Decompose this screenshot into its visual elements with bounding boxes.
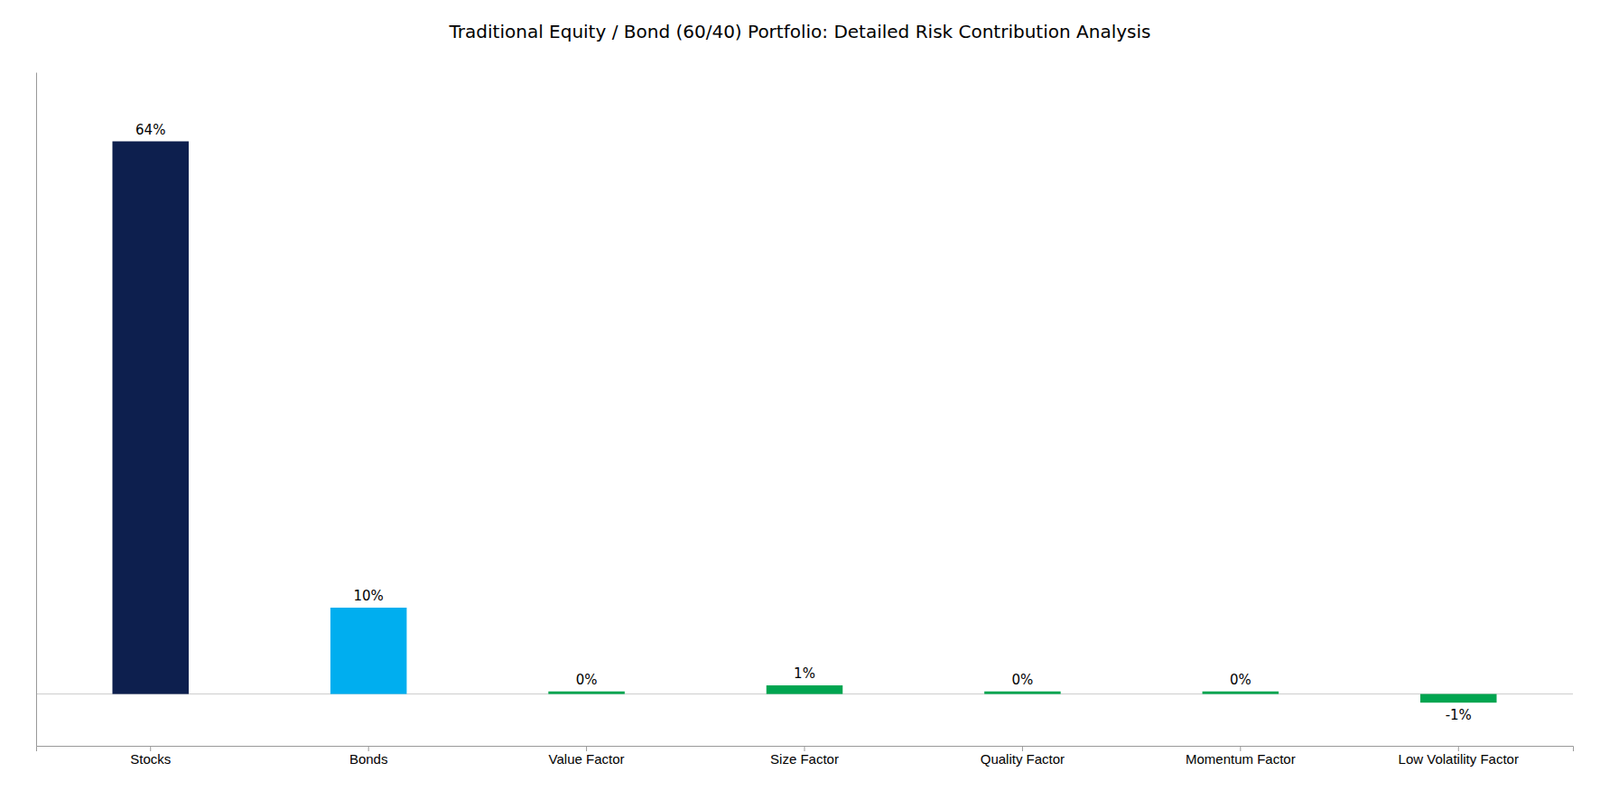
data-label: 0% xyxy=(576,671,598,689)
x-tick: Stocks xyxy=(130,745,171,767)
bar xyxy=(1202,691,1279,695)
y-axis-line xyxy=(36,73,38,747)
chart: 64% 10% 0% 1% 0% 0% -1% Stocks Bonds Value Factor… xyxy=(0,0,1600,800)
data-label: 0% xyxy=(1012,671,1034,689)
bar xyxy=(330,607,407,695)
data-label: 64% xyxy=(135,121,166,139)
x-tick: Bonds xyxy=(349,745,389,767)
data-label: 1% xyxy=(793,665,816,682)
x-tick: Low Volatility Factor xyxy=(1398,745,1519,767)
x-tick-label: Stocks xyxy=(130,751,171,767)
data-labels: 64% 10% 0% 1% 0% 0% -1% xyxy=(135,121,1472,725)
data-label: 10% xyxy=(353,587,383,605)
y-axis xyxy=(36,73,38,747)
x-tick-label: Size Factor xyxy=(770,751,839,767)
bar xyxy=(1420,694,1497,704)
x-tick-label: Low Volatility Factor xyxy=(1398,751,1519,767)
x-tick: Value Factor xyxy=(548,745,625,767)
bar xyxy=(984,691,1061,695)
bars xyxy=(111,141,1497,704)
x-tick-label: Quality Factor xyxy=(980,751,1065,767)
bar xyxy=(766,685,843,695)
x-tick: Momentum Factor xyxy=(1185,745,1296,767)
x-tick: Quality Factor xyxy=(980,745,1065,767)
data-label: -1% xyxy=(1445,706,1472,724)
bar xyxy=(548,691,624,695)
x-axis: Stocks Bonds Value Factor Size Factor Qualit… xyxy=(37,745,1574,767)
x-tick-label: Momentum Factor xyxy=(1185,751,1296,767)
title: Traditional Equity / Bond (60/40) Portfo… xyxy=(448,20,1152,43)
bar xyxy=(111,141,188,695)
x-tick-label: Value Factor xyxy=(548,751,625,767)
data-label: 0% xyxy=(1229,671,1252,689)
x-tick: Size Factor xyxy=(770,745,839,767)
x-tick-label: Bonds xyxy=(349,751,389,767)
plot: 64% 10% 0% 1% 0% 0% -1% Stocks Bonds Value Factor… xyxy=(36,73,1574,767)
